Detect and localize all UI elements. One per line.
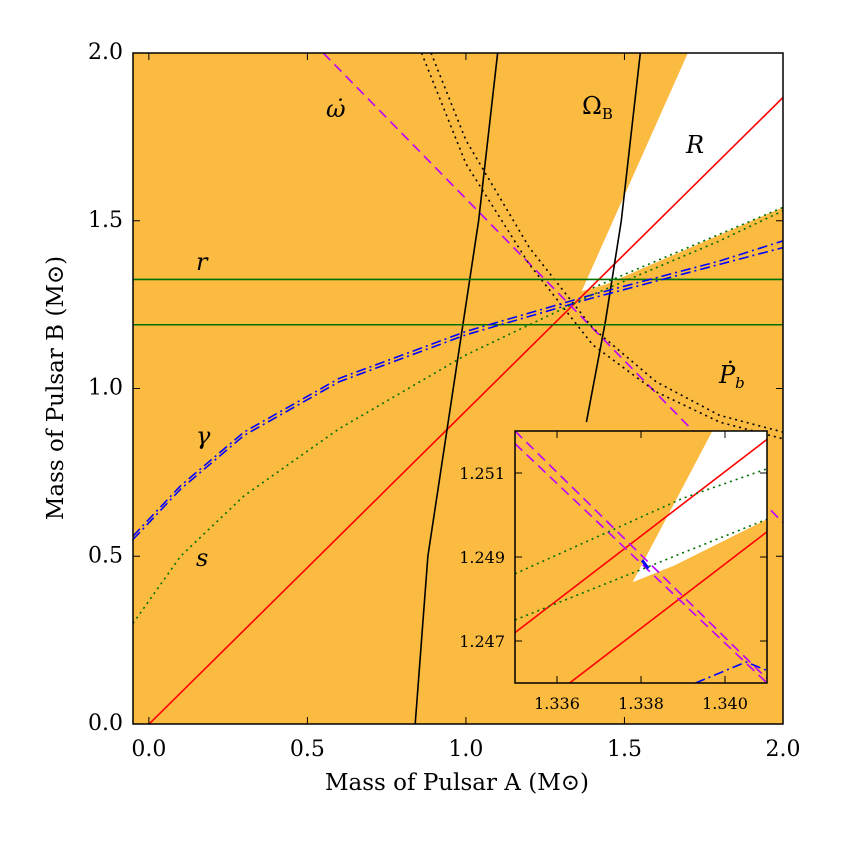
main-x-tick-label: 1.5: [607, 737, 642, 762]
inset-x-tick-label: 1.338: [618, 694, 664, 713]
label-r-lower: r: [196, 248, 209, 276]
main-series-line-8: [133, 246, 783, 541]
main-series-line-4: [414, 53, 499, 724]
main-y-tick-label: 2.0: [88, 40, 123, 65]
inset-y-tick-label: 1.247: [459, 632, 505, 651]
main-y-tick-label: 1.5: [88, 208, 123, 233]
label-s: s: [196, 544, 208, 572]
inset-series-line-0: [515, 438, 767, 634]
inset-x-tick-label: 1.340: [702, 694, 748, 713]
inset-series-line-1: [569, 531, 767, 683]
inset-series-line-4: [515, 468, 767, 575]
main-y-tick-label: 0.0: [88, 711, 123, 736]
x-axis-title: Mass of Pulsar A (M⊙): [325, 770, 589, 796]
inset-ticks-layer: 1.336 1.338 1.340 1.247 1.249 1.251: [459, 431, 767, 713]
inset-series-layer: [515, 431, 767, 683]
inset-x-tick-label: 1.336: [534, 694, 580, 713]
main-series-line-9: [133, 240, 783, 537]
main-series-line-11: [592, 206, 783, 289]
main-x-tick-label: 0.0: [131, 737, 166, 762]
label-omega-b: ΩB: [582, 92, 613, 123]
curve-labels: ω̇ ΩB R r Ṗb γ s: [196, 92, 745, 572]
y-axis-title: Mass of Pulsar B (M⊙): [43, 256, 69, 520]
main-x-tick-label: 2.0: [766, 737, 801, 762]
inset-plot-frame: [514, 430, 768, 684]
main-x-tick-label: 1.0: [448, 737, 483, 762]
main-y-tick-label: 1.0: [88, 376, 123, 401]
main-plot-frame: [132, 52, 784, 725]
label-gamma: γ: [196, 422, 211, 450]
best-fit-region: [641, 559, 650, 570]
label-omega-dot: ω̇: [326, 95, 346, 123]
label-pb-dot: Ṗb: [718, 360, 745, 392]
inset-series-line-6: [695, 661, 767, 683]
label-r-upper: R: [685, 131, 704, 159]
main-series-line-3: [430, 53, 783, 433]
main-series-line-10: [133, 209, 783, 624]
inset-series-line-2: [515, 431, 767, 680]
main-series-line-0: [147, 96, 783, 724]
inset-series-line-3: [515, 443, 767, 683]
inset-allowed-region: [632, 431, 767, 583]
inset-plot-area: 1.336 1.338 1.340 1.247 1.249 1.251: [459, 430, 768, 713]
inset-y-tick-label: 1.251: [459, 464, 505, 483]
main-series-line-5: [585, 53, 642, 423]
main-x-tick-label: 0.5: [290, 737, 325, 762]
allowed-region: [581, 53, 783, 292]
main-y-tick-label: 0.5: [88, 543, 123, 568]
inset-y-tick-label: 1.249: [459, 548, 505, 567]
main-ticks-layer: 0.0 0.5 1.0 1.5 2.0 0.0 0.5 1.0 1.5 2.0: [88, 40, 801, 762]
